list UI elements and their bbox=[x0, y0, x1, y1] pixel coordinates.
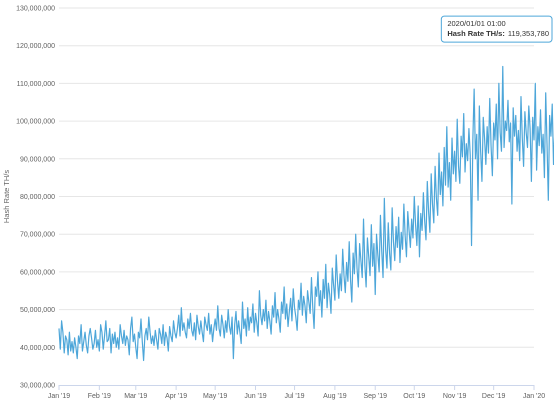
x-tick-label: Jul '19 bbox=[285, 393, 305, 400]
x-tick-label: Oct '19 bbox=[403, 393, 425, 400]
y-tick-label: 100,000,000 bbox=[16, 119, 55, 126]
tooltip-series-label: Hash Rate TH/s: bbox=[447, 29, 505, 38]
y-tick-label: 90,000,000 bbox=[20, 156, 55, 163]
y-tick-label: 30,000,000 bbox=[20, 383, 55, 390]
gridlines bbox=[59, 7, 534, 348]
y-tick-label: 40,000,000 bbox=[20, 345, 55, 352]
y-tick-label: 110,000,000 bbox=[17, 81, 56, 88]
x-axis-tick-marks bbox=[58, 385, 535, 390]
x-tick-label: Feb '19 bbox=[88, 393, 111, 400]
x-tick-label: Apr '19 bbox=[165, 393, 187, 400]
tooltip-value: 119,353,780 bbox=[508, 29, 549, 38]
x-tick-label: May '19 bbox=[203, 393, 227, 400]
hash-rate-series-line[interactable] bbox=[58, 48, 554, 362]
y-axis-title: Hash Rate TH/s bbox=[2, 170, 11, 223]
x-tick-label: Sep '19 bbox=[363, 393, 387, 400]
x-axis-tick-labels: Jan '19 Feb '19 Mar '19 Apr '19 May '19 Jun '… bbox=[48, 393, 545, 400]
y-tick-label: 130,000,000 bbox=[16, 6, 55, 13]
y-tick-label: 50,000,000 bbox=[20, 307, 55, 314]
x-tick-label: Mar '19 bbox=[124, 393, 147, 400]
x-tick-label: Dec '19 bbox=[482, 393, 506, 400]
y-tick-label: 70,000,000 bbox=[20, 232, 55, 239]
tooltip-box bbox=[440, 15, 553, 43]
y-axis-tick-labels: 30,000,000 40,000,000 50,000,000 60,000,000… bbox=[16, 6, 55, 390]
x-tick-label: Jun '19 bbox=[244, 393, 266, 400]
x-tick-label: Aug '19 bbox=[323, 393, 347, 400]
x-tick-label: Nov '19 bbox=[443, 393, 467, 400]
tooltip-date: 2020/01/01 01:00 bbox=[447, 19, 505, 28]
tooltip-value-line: Hash Rate TH/s: 119,353,780 bbox=[447, 29, 549, 38]
y-tick-label: 80,000,000 bbox=[20, 194, 55, 201]
y-tick-label: 120,000,000 bbox=[16, 43, 55, 50]
tooltip: 2020/01/01 01:00 Hash Rate TH/s: 119,353,… bbox=[440, 15, 553, 43]
x-tick-label: Jan '19 bbox=[48, 393, 70, 400]
x-tick-label: Jan '20 bbox=[523, 393, 545, 400]
y-tick-label: 60,000,000 bbox=[20, 269, 55, 276]
